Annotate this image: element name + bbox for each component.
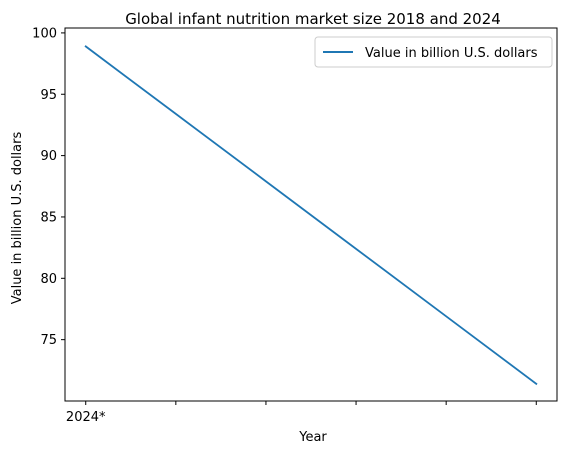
legend: Value in billion U.S. dollars (314, 36, 553, 68)
chart-title: Global infant nutrition market size 2018… (125, 10, 501, 28)
y-tick-label: 80 (40, 272, 57, 287)
y-tick-label: 100 (32, 26, 57, 41)
y-tick-label: 75 (40, 333, 57, 348)
series-layer (84, 45, 538, 386)
y-axis-ticks: 75 80 85 90 95 100 (32, 26, 65, 348)
legend-box (314, 36, 553, 68)
x-tick-label: 2024* (66, 410, 106, 425)
x-axis-ticks: 2024* (66, 401, 537, 425)
y-tick-label: 95 (40, 88, 57, 103)
series-line (84, 45, 538, 386)
legend-label: Value in billion U.S. dollars (365, 46, 538, 61)
x-axis-label: Year (298, 430, 327, 445)
y-tick-label: 90 (40, 149, 57, 164)
y-tick-label: 85 (40, 210, 57, 225)
y-axis-label: Value in billion U.S. dollars (10, 132, 25, 305)
